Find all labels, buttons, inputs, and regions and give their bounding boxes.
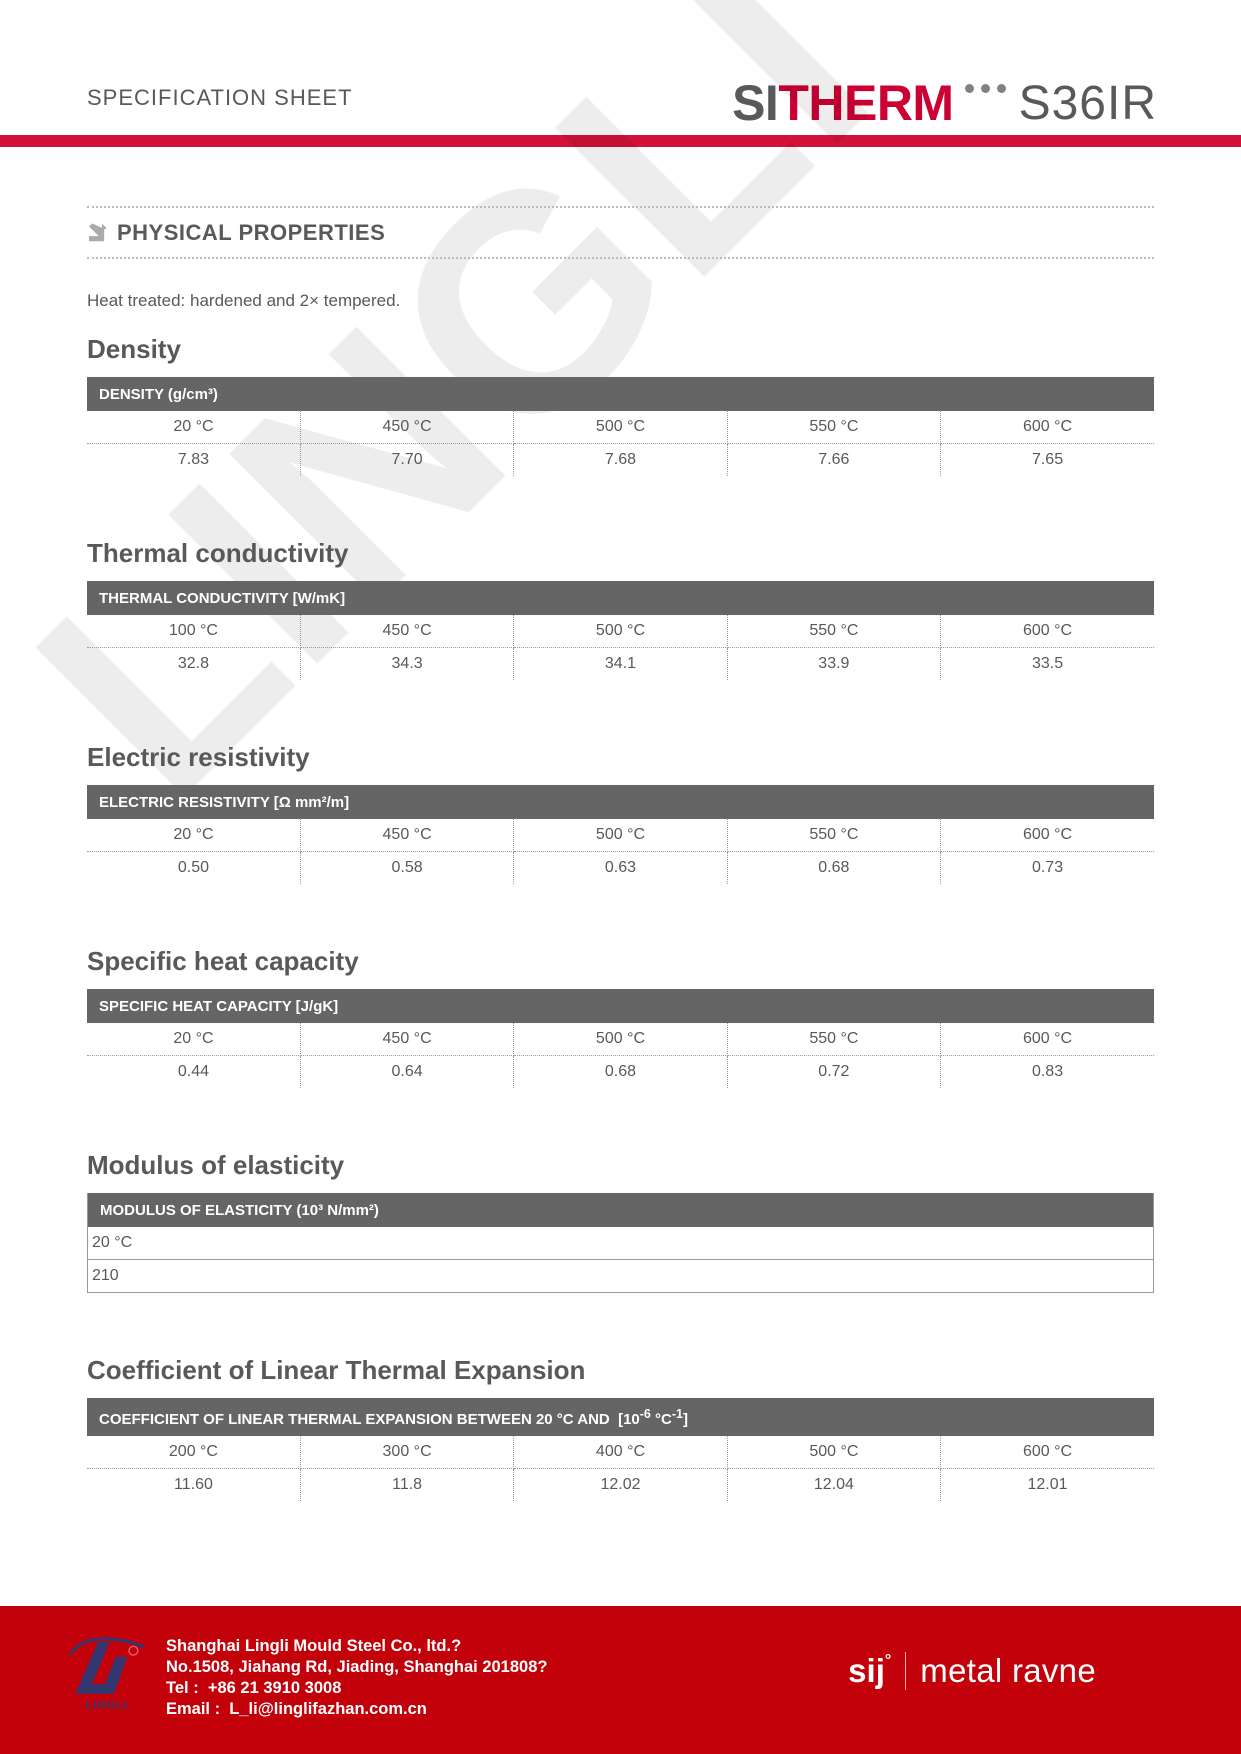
svg-text:LINGLI: LINGLI bbox=[86, 1700, 129, 1712]
